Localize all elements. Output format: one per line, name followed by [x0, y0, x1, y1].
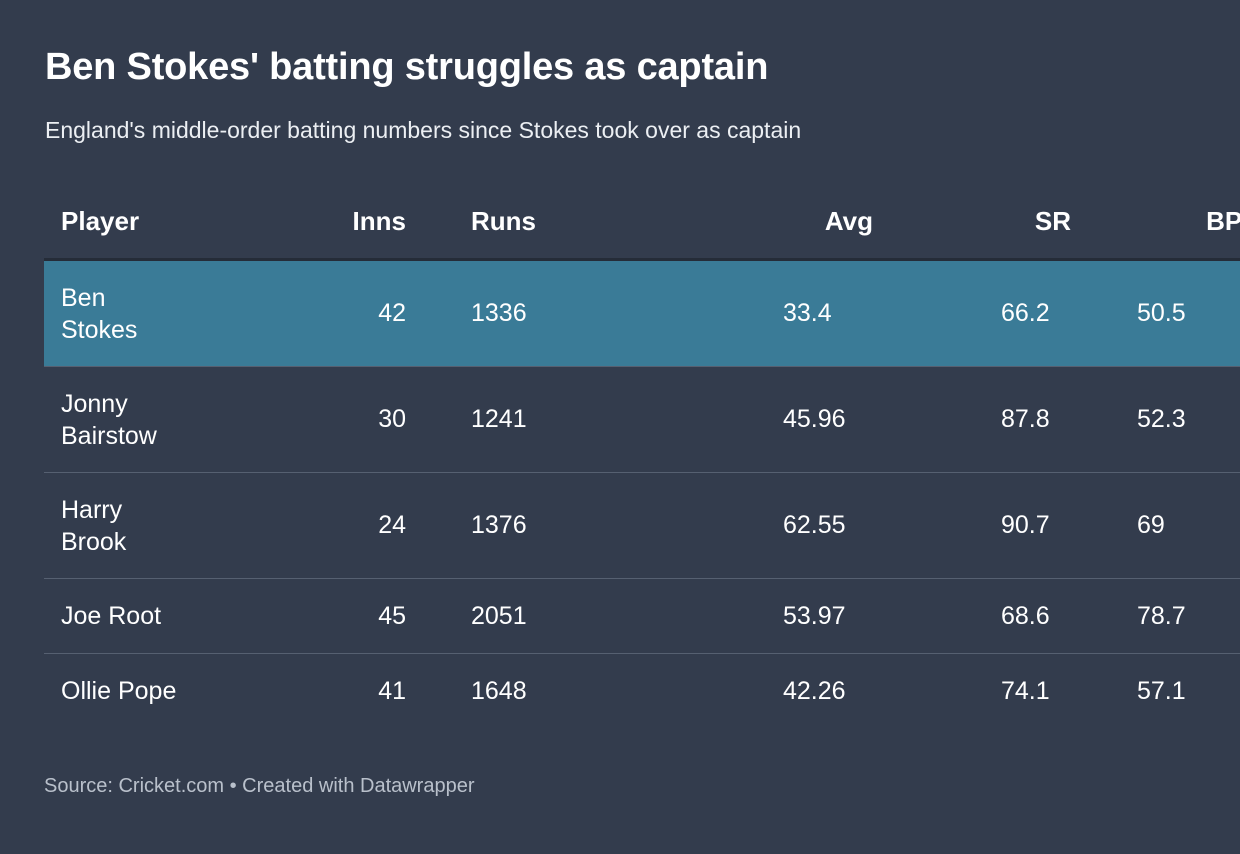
player-name: Harry Brook — [61, 495, 127, 556]
column-header-avg: Avg — [611, 184, 873, 261]
cell-bpd: 78.7 — [1071, 578, 1240, 654]
table-row: Jonny Bairstow 30 1241 45.96 87.8 52.3 — [44, 366, 1240, 473]
cell-sr: 87.8 — [873, 366, 1071, 473]
table-row: Ollie Pope 41 1648 42.26 74.1 57.1 — [44, 654, 1240, 729]
cell-avg: 45.96 — [611, 366, 873, 473]
chart-subtitle: England's middle-order batting numbers s… — [45, 117, 802, 143]
cell-bpd: 69 — [1071, 472, 1240, 579]
cell-avg: 42.26 — [783, 676, 846, 705]
cell-sr: 68.6 — [873, 578, 1071, 654]
table-header-row: Player Inns Runs Avg SR BPD — [44, 184, 1240, 261]
cell-avg: 53.97 — [611, 578, 873, 654]
cell-bpd: 52.3 — [1071, 366, 1240, 473]
cell-runs: 2051 — [406, 578, 611, 654]
source-footer: Source: Cricket.com • Created with Dataw… — [44, 775, 475, 797]
player-name: Ben Stokes — [61, 283, 138, 344]
cell-sr: 66.2 — [873, 259, 1071, 367]
cell-sr: 90.7 — [873, 472, 1071, 579]
column-header-runs: Runs — [406, 184, 611, 261]
cell-inns: 41 — [378, 676, 406, 705]
column-header-bpd: BPD — [1071, 184, 1240, 261]
cell-player: Ollie Pope — [61, 676, 177, 705]
cell-avg: 62.55 — [611, 472, 873, 579]
column-header-sr: SR — [873, 184, 1071, 261]
table-row: Joe Root 45 2051 53.97 68.6 78.7 — [44, 578, 1240, 654]
table-row: Ben Stokes 42 1336 33.4 66.2 50.5 — [44, 259, 1240, 367]
cell-player: Harry Brook — [44, 472, 271, 579]
cell-bpd: 57.1 — [1137, 676, 1186, 705]
cell-inns: 30 — [271, 366, 406, 473]
cell-bpd: 50.5 — [1071, 259, 1240, 367]
cell-avg: 33.4 — [611, 259, 873, 367]
cell-player: Jonny Bairstow — [44, 366, 271, 473]
cell-player: Joe Root — [44, 578, 271, 654]
column-header-inns: Inns — [271, 184, 406, 261]
cell-sr: 74.1 — [1001, 676, 1050, 705]
cell-runs: 1376 — [406, 472, 611, 579]
stats-table: Player Inns Runs Avg SR BPD Ben Stokes 4… — [44, 184, 1240, 728]
cell-inns: 45 — [271, 578, 406, 654]
cell-runs: 1648 — [471, 676, 527, 705]
cell-player: Ben Stokes — [44, 259, 271, 367]
column-header-player: Player — [44, 184, 271, 261]
cell-inns: 42 — [271, 259, 406, 367]
cell-runs: 1336 — [406, 259, 611, 367]
player-name: Jonny Bairstow — [61, 389, 157, 450]
table-row: Harry Brook 24 1376 62.55 90.7 69 — [44, 472, 1240, 579]
cell-runs: 1241 — [406, 366, 611, 473]
chart-title: Ben Stokes' batting struggles as captain — [45, 46, 769, 88]
cell-inns: 24 — [271, 472, 406, 579]
